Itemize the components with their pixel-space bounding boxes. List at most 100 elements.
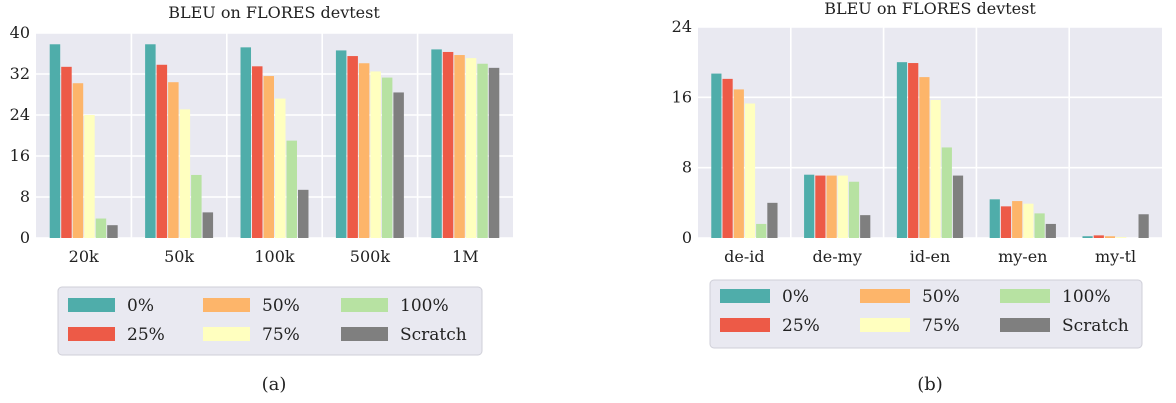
bar-50k-25% <box>156 64 168 239</box>
bar-de-my-100% <box>848 181 860 238</box>
bar-de-my-Scratch <box>860 215 871 238</box>
legend-label: 0% <box>127 296 154 316</box>
x-tick-label: 50k <box>164 247 194 266</box>
bar-de-id-Scratch <box>767 202 778 238</box>
legend-swatch <box>68 327 115 341</box>
legend-swatch <box>341 298 388 312</box>
bar-100k-50% <box>263 76 274 238</box>
bar-500k-75% <box>370 71 381 238</box>
legend-swatch <box>720 318 770 332</box>
legend-swatch <box>341 327 388 341</box>
legend: 0% 25% 50% 75% 100% Scratch <box>709 279 1143 349</box>
y-tick-label: 16 <box>10 146 30 165</box>
bar-de-id-100% <box>756 223 767 238</box>
bar-1M-50% <box>454 55 465 238</box>
bar-de-my-0% <box>804 174 815 238</box>
bar-1M-Scratch <box>488 67 500 238</box>
legend-label: 25% <box>782 316 820 336</box>
bar-my-en-100% <box>1034 213 1045 238</box>
legend: 0% 25% 50% 75% 100% Scratch <box>57 286 483 356</box>
bar-100k-75% <box>275 98 286 238</box>
legend-label: 75% <box>262 325 300 345</box>
legend-label: 50% <box>262 296 300 316</box>
legend-swatch <box>1000 289 1050 303</box>
bar-id-en-100% <box>941 147 952 238</box>
bar-50k-0% <box>145 44 156 239</box>
bar-my-en-50% <box>1012 201 1023 238</box>
chart-title: BLEU on FLORES devtest <box>168 3 380 22</box>
y-tick-label: 8 <box>20 187 30 206</box>
y-tick-label: 0 <box>682 228 692 247</box>
x-tick-label: 1M <box>452 247 479 266</box>
y-tick-label: 8 <box>682 158 692 177</box>
y-tick-label: 40 <box>10 23 30 42</box>
bar-1M-0% <box>431 49 442 239</box>
bar-500k-100% <box>381 77 393 239</box>
legend-label: 100% <box>1062 287 1111 307</box>
bar-de-my-75% <box>837 175 848 238</box>
bar-50k-50% <box>168 82 179 238</box>
bar-my-tl-50% <box>1104 236 1116 238</box>
bar-my-tl-0% <box>1082 236 1093 238</box>
bar-my-en-25% <box>1000 206 1012 238</box>
legend-label: 75% <box>922 316 960 336</box>
chart-a: BLEU on FLORES devtest 0 8 16 24 32 40 20k 50k 10… <box>10 3 513 395</box>
chart-b: BLEU on FLORES devtest 0 8 16 24 de-id de-my id… <box>672 0 1162 395</box>
bar-20k-0% <box>49 44 61 239</box>
bar-20k-50% <box>72 83 84 238</box>
bar-de-id-50% <box>733 89 744 238</box>
bar-100k-25% <box>252 66 263 238</box>
legend-swatch <box>860 289 910 303</box>
bar-id-en-0% <box>896 62 908 238</box>
x-tick-label: de-my <box>813 247 862 266</box>
legend-swatch <box>1000 318 1050 332</box>
bar-500k-25% <box>347 56 358 238</box>
bar-id-en-Scratch <box>952 175 964 238</box>
bar-my-en-75% <box>1023 203 1034 238</box>
figure-caption: (b) <box>917 374 943 395</box>
legend-swatch <box>720 289 770 303</box>
legend-label: 0% <box>782 287 809 307</box>
bar-100k-100% <box>286 140 297 238</box>
bar-de-id-25% <box>722 78 733 238</box>
bar-20k-25% <box>61 66 72 238</box>
bar-500k-Scratch <box>393 92 404 238</box>
x-tick-label: 20k <box>69 247 99 266</box>
legend-swatch <box>203 298 250 312</box>
bar-1M-100% <box>477 63 488 238</box>
bar-my-tl-Scratch <box>1138 214 1149 238</box>
bar-de-id-0% <box>711 73 722 239</box>
x-tick-label: 500k <box>350 247 391 266</box>
x-tick-label: de-id <box>724 247 764 266</box>
bar-de-id-75% <box>744 103 756 238</box>
bar-500k-0% <box>335 50 347 238</box>
bar-500k-50% <box>358 63 370 238</box>
legend-swatch <box>203 327 250 341</box>
bar-50k-100% <box>191 174 202 238</box>
y-tick-label: 24 <box>10 105 30 124</box>
bar-20k-75% <box>84 115 95 238</box>
bar-50k-75% <box>179 109 191 238</box>
x-tick-label: my-en <box>998 247 1047 266</box>
bar-20k-Scratch <box>107 225 118 238</box>
legend-label: 50% <box>922 287 960 307</box>
bar-my-tl-75% <box>1116 237 1127 238</box>
bar-my-tl-25% <box>1093 235 1104 238</box>
chart-title: BLEU on FLORES devtest <box>824 0 1036 18</box>
y-tick-label: 24 <box>672 17 692 36</box>
bar-my-en-Scratch <box>1045 223 1056 238</box>
bar-100k-0% <box>240 47 252 238</box>
y-tick-label: 0 <box>20 228 30 247</box>
x-tick-label: id-en <box>910 247 951 266</box>
bar-100k-Scratch <box>297 189 309 238</box>
x-tick-label: my-tl <box>1095 247 1136 266</box>
bar-id-en-50% <box>919 77 930 238</box>
legend-label: Scratch <box>1062 316 1129 336</box>
bar-de-my-50% <box>826 175 837 238</box>
legend-swatch <box>68 298 115 312</box>
y-tick-label: 16 <box>672 87 692 106</box>
bar-20k-100% <box>95 218 107 238</box>
bar-de-my-25% <box>815 175 826 238</box>
x-tick-label: 100k <box>254 247 295 266</box>
